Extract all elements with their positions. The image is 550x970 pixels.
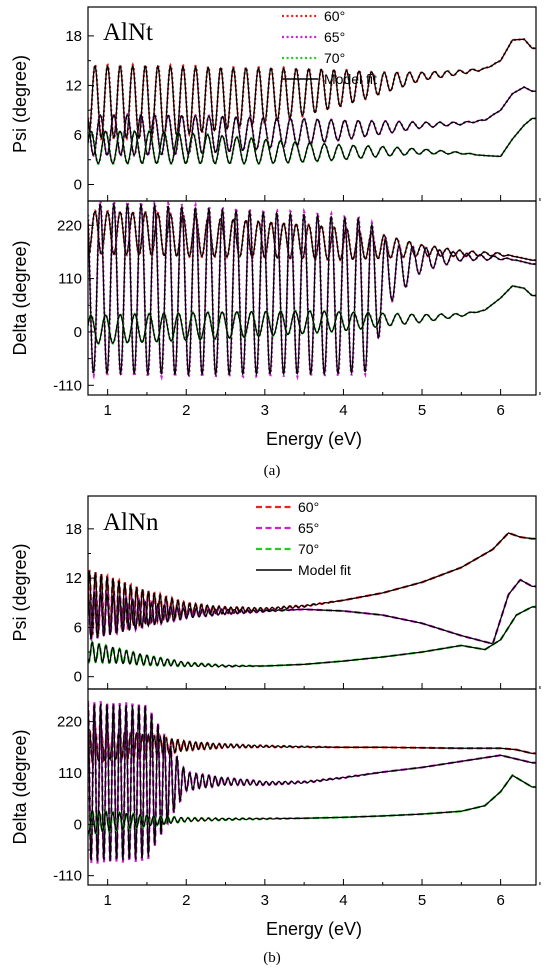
model-fit-line-0-1 bbox=[88, 86, 536, 156]
subplot-1-curves bbox=[88, 700, 536, 864]
y-tick-label: 110 bbox=[58, 765, 82, 782]
legend-label-3: Model fit bbox=[324, 71, 377, 87]
x-tick-label: 4 bbox=[339, 402, 347, 419]
x-tick-label: 2 bbox=[182, 402, 190, 419]
y-axis-label: Delta (degree) bbox=[10, 240, 30, 355]
model-fit-line-0-2 bbox=[88, 117, 536, 165]
model-fit-line-1-0 bbox=[88, 728, 536, 763]
y-tick-label: 0 bbox=[74, 176, 82, 193]
y-tick-label: 110 bbox=[58, 271, 82, 288]
y-tick-label: 18 bbox=[65, 521, 82, 538]
y-tick-label: 0 bbox=[74, 324, 82, 341]
panel-caption: (b) bbox=[263, 950, 281, 966]
model-fit-line-1-2 bbox=[88, 285, 536, 345]
subplot-1-curves bbox=[88, 201, 536, 382]
y-tick-label: 220 bbox=[57, 217, 82, 234]
legend-label-2: 70° bbox=[298, 541, 319, 557]
x-tick-label: 3 bbox=[261, 402, 269, 419]
legend-label-0: 60° bbox=[298, 499, 319, 515]
x-tick-label: 5 bbox=[418, 402, 426, 419]
legend-label-0: 60° bbox=[324, 8, 345, 24]
x-tick-label: 2 bbox=[182, 892, 190, 909]
y-tick-label: -110 bbox=[53, 868, 82, 885]
subplot-0-curves bbox=[88, 38, 536, 166]
legend-label-2: 70° bbox=[324, 50, 345, 66]
x-tick-label: 1 bbox=[103, 892, 111, 909]
y-tick-label: 12 bbox=[65, 570, 82, 587]
subplot-1-frame bbox=[87, 200, 537, 396]
y-axis-label: Psi (degree) bbox=[10, 55, 30, 153]
panel-title: AlNt bbox=[103, 19, 153, 46]
model-fit-line-1-2 bbox=[88, 774, 536, 835]
x-axis-label: Energy (eV) bbox=[266, 919, 362, 939]
y-tick-label: 0 bbox=[74, 669, 82, 686]
panel-title: AlNn bbox=[103, 509, 159, 536]
y-tick-label: 6 bbox=[74, 619, 82, 636]
model-fit-line-0-1 bbox=[88, 579, 536, 645]
x-tick-label: 5 bbox=[418, 892, 426, 909]
subplot-0-curves bbox=[88, 531, 536, 668]
y-axis-label: Psi (degree) bbox=[10, 543, 30, 641]
model-fit-line-1-1 bbox=[88, 703, 536, 862]
y-tick-label: 12 bbox=[65, 77, 82, 94]
model-fit-line-0-0 bbox=[88, 38, 536, 140]
legend-label-1: 65° bbox=[298, 520, 319, 536]
x-axis-label: Energy (eV) bbox=[266, 429, 362, 449]
y-tick-label: 0 bbox=[74, 816, 82, 833]
x-tick-label: 6 bbox=[496, 892, 504, 909]
x-tick-label: 4 bbox=[339, 892, 347, 909]
model-fit-line-1-0 bbox=[88, 210, 536, 261]
model-fit-line-1-1 bbox=[88, 201, 536, 377]
y-tick-label: 220 bbox=[57, 714, 82, 731]
y-axis-label: Delta (degree) bbox=[10, 729, 30, 844]
panel-caption: (a) bbox=[264, 463, 281, 479]
x-tick-label: 3 bbox=[261, 892, 269, 909]
legend-label-3: Model fit bbox=[298, 562, 351, 578]
x-tick-label: 1 bbox=[103, 402, 111, 419]
y-tick-label: 18 bbox=[65, 28, 82, 45]
legend-label-1: 65° bbox=[324, 29, 345, 45]
subplot-1-frame bbox=[87, 688, 537, 886]
y-tick-label: 6 bbox=[74, 127, 82, 144]
y-tick-label: -110 bbox=[53, 377, 82, 394]
x-tick-label: 6 bbox=[496, 402, 504, 419]
model-fit-line-0-2 bbox=[88, 606, 536, 668]
